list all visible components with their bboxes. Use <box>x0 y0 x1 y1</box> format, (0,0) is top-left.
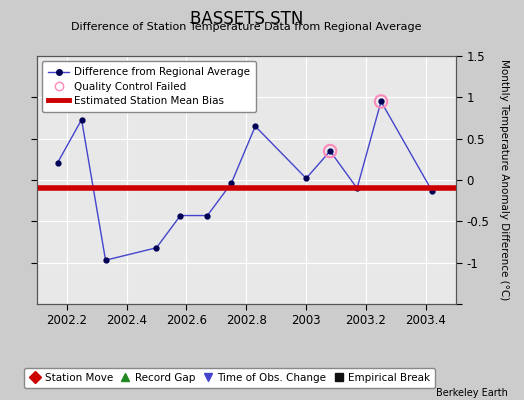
Text: BASSETS STN: BASSETS STN <box>190 10 303 28</box>
Point <box>326 148 334 154</box>
Legend: Station Move, Record Gap, Time of Obs. Change, Empirical Break: Station Move, Record Gap, Time of Obs. C… <box>24 368 435 388</box>
Y-axis label: Monthly Temperature Anomaly Difference (°C): Monthly Temperature Anomaly Difference (… <box>499 59 509 301</box>
Text: Berkeley Earth: Berkeley Earth <box>436 388 508 398</box>
Point <box>377 98 385 105</box>
Text: Difference of Station Temperature Data from Regional Average: Difference of Station Temperature Data f… <box>71 22 421 32</box>
